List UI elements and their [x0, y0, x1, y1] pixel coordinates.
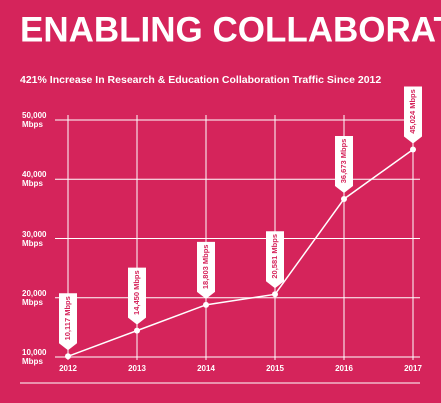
x-tick-label: 2015 — [266, 364, 284, 373]
callout-flag — [404, 86, 422, 144]
data-point — [410, 146, 416, 153]
data-point — [203, 301, 209, 308]
x-tick-label: 2014 — [197, 364, 215, 373]
chart-subtitle: 421% Increase In Research & Education Co… — [20, 74, 381, 86]
callout-flag — [59, 293, 77, 351]
data-label: 10,117 Mbps — [63, 296, 72, 340]
callout-flag — [335, 135, 353, 193]
y-tick-label: 10,000 Mbps — [22, 348, 47, 366]
x-tick-label: 2013 — [128, 364, 146, 373]
chart-title: ENABLING COLLABORATION — [20, 10, 441, 49]
x-tick-label: 2016 — [335, 364, 353, 373]
data-label: 14,450 Mbps — [132, 270, 141, 315]
data-line — [67, 148, 414, 358]
callout-flag — [197, 241, 215, 299]
data-label: 36,673 Mbps — [339, 139, 348, 184]
y-tick-label: 20,000 Mbps — [22, 288, 47, 307]
data-label: 18,803 Mbps — [201, 245, 210, 290]
data-label: 45,024 Mbps — [408, 89, 417, 134]
data-point — [65, 353, 71, 360]
callout-flag — [266, 231, 284, 289]
data-point — [272, 291, 278, 298]
y-tick-label: 50,000 Mbps — [22, 111, 47, 129]
data-point — [134, 327, 140, 334]
x-tick-label: 2012 — [59, 364, 77, 373]
data-label: 20,581 Mbps — [270, 234, 279, 279]
callout-flag — [128, 267, 146, 325]
y-tick-label: 40,000 Mbps — [22, 170, 47, 189]
data-point — [341, 195, 347, 202]
y-tick-label: 30,000 Mbps — [22, 229, 47, 248]
x-tick-label: 2017 — [404, 364, 422, 373]
